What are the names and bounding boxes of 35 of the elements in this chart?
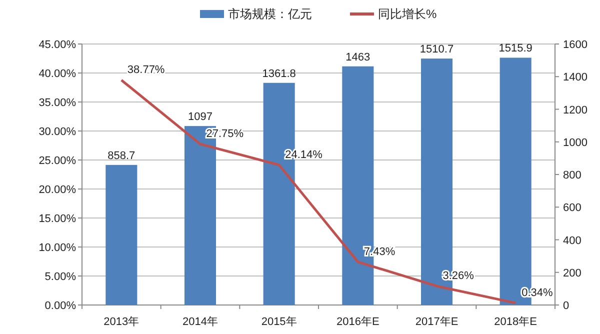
data-label: 1515.9 — [498, 42, 532, 55]
x-tick-label: 2014年 — [182, 316, 218, 328]
y-tick-label: 40.00% — [38, 68, 76, 80]
y2-tick-label: 0 — [563, 300, 570, 312]
y2-tick-label: 200 — [563, 267, 582, 280]
y2-tick-label: 1400 — [563, 72, 588, 84]
data-label: 1510.7 — [420, 44, 454, 56]
x-tick-label: 2018年E — [494, 316, 537, 328]
y2-tick-label: 600 — [563, 202, 582, 214]
legend-label: 同比增长% — [378, 7, 437, 21]
y-tick-label: 45.00% — [38, 39, 76, 51]
x-tick-label: 2016年E — [336, 316, 380, 328]
y2-tick-label: 1000 — [563, 136, 588, 149]
data-label: 858.7 — [108, 150, 136, 162]
y-tick-label: 35.00% — [38, 97, 76, 109]
y-tick-label: 10.00% — [38, 242, 76, 254]
legend-label: 市场规模：亿元 — [228, 7, 312, 21]
data-label: 1463 — [346, 51, 370, 64]
bar — [106, 164, 138, 305]
x-tick-label: 2017年E — [415, 316, 458, 328]
y-tick-label: 25.00% — [38, 155, 76, 167]
y-tick-label: 15.00% — [38, 213, 76, 225]
x-tick-label: 2013年 — [104, 316, 140, 328]
data-label: 1361.8 — [262, 68, 296, 80]
y-tick-label: 5.00% — [44, 271, 76, 283]
y2-tick-label: 1200 — [563, 104, 588, 116]
y2-tick-label: 1600 — [563, 39, 588, 51]
y-tick-label: 30.00% — [38, 126, 76, 138]
data-label: 1097 — [188, 111, 212, 124]
y-tick-label: 0.00% — [44, 300, 76, 312]
x-tick-label: 2015年 — [261, 316, 297, 328]
y2-tick-label: 400 — [563, 234, 582, 247]
y2-tick-label: 800 — [563, 170, 582, 182]
y-tick-label: 20.00% — [38, 184, 76, 196]
data-label: 38.77% — [127, 64, 165, 76]
